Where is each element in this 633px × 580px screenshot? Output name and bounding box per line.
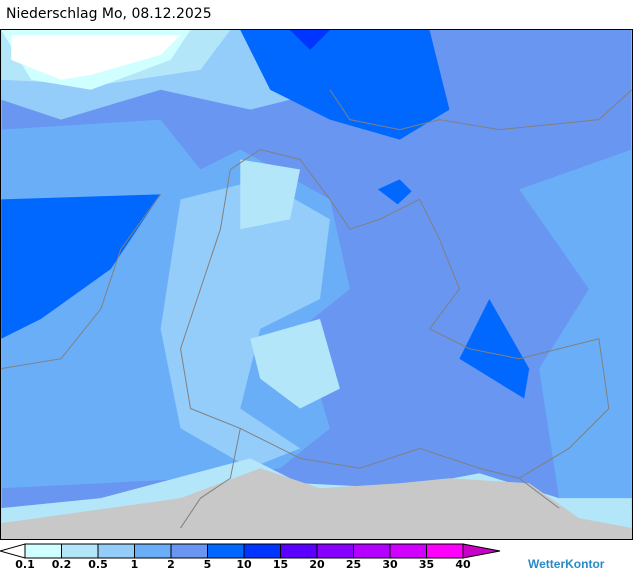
legend-tick-label: 1 [130, 558, 139, 571]
legend-tick-label: 5 [203, 558, 212, 571]
legend-below-triangle [0, 543, 26, 559]
legend-swatch [134, 543, 172, 559]
legend-tick-label: 0.2 [51, 558, 72, 571]
legend-tick-label: 25 [345, 558, 362, 571]
wetterkontor-logo: WetterKontor [528, 557, 605, 571]
area-dry-northwest-core [11, 34, 181, 80]
legend-swatch [61, 543, 99, 559]
area-5-10mm-west [1, 194, 161, 339]
area-0.2-0.5mm-center [240, 159, 340, 409]
precipitation-map [0, 29, 633, 540]
legend-tick-label: 2 [167, 558, 175, 571]
legend-tick-label: 10 [236, 558, 252, 571]
area-5-10mm-baltic [240, 30, 450, 140]
country-borders [1, 89, 632, 529]
color-legend: 0.1 0.2 0.5 1 2 5 10 15 20 25 30 35 40 [0, 540, 633, 580]
legend-swatch [316, 543, 354, 559]
legend-tick-label: 20 [309, 558, 325, 571]
legend-bar [0, 543, 501, 559]
legend-tick-label: 35 [418, 558, 435, 571]
area-1-2mm-east [519, 149, 632, 509]
legend-tick-label: 0.5 [88, 558, 108, 571]
area-5-10mm-brandenburg [377, 179, 412, 205]
area-5-10mm-czech [459, 298, 530, 399]
legend-swatch [170, 543, 208, 559]
legend-swatch [426, 543, 464, 559]
legend-swatch [389, 543, 427, 559]
legend-swatch [280, 543, 318, 559]
legend-tick-label: 15 [272, 558, 289, 571]
legend-above-triangle [462, 543, 501, 559]
legend-swatch [97, 543, 135, 559]
legend-tick-label: 0.1 [15, 558, 35, 571]
legend-swatch [24, 543, 62, 559]
no-data-alps [1, 468, 632, 539]
map-title: Niederschlag Mo, 08.12.2025 [6, 6, 212, 22]
legend-swatch [243, 543, 281, 559]
area-10-15mm-baltic [290, 30, 330, 50]
legend-swatch [353, 543, 391, 559]
legend-tick-label: 30 [382, 558, 398, 571]
legend-swatch [207, 543, 245, 559]
area-0.5-1mm-center [160, 179, 330, 469]
legend-tick-label: 40 [455, 558, 471, 571]
